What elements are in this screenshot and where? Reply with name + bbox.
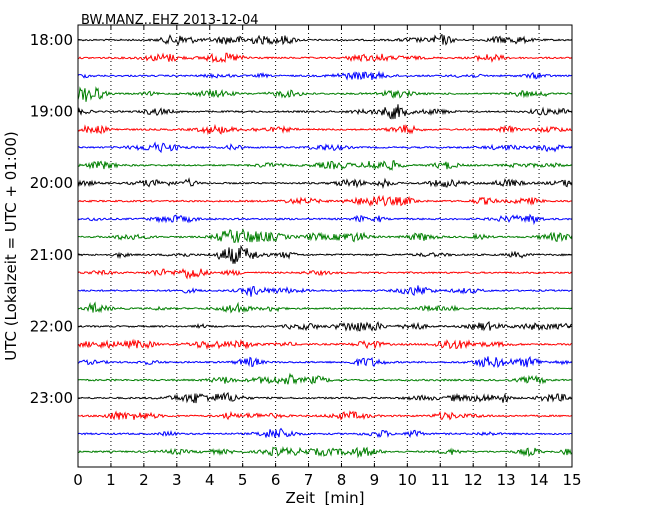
x-tick-label: 3 (172, 471, 182, 489)
x-tick-label: 9 (370, 471, 380, 489)
y-axis-label: UTC (Lokalzeit = UTC + 01:00) (2, 131, 20, 361)
trace-line (77, 355, 573, 368)
trace-line (77, 338, 573, 350)
trace-line (77, 194, 573, 207)
x-tick-label: 13 (497, 471, 516, 489)
trace-line (77, 228, 573, 243)
x-tick-label: 14 (530, 471, 549, 489)
plot-frame (77, 24, 573, 468)
x-tick-label: 11 (431, 471, 450, 489)
trace-line (77, 104, 573, 120)
trace-line (77, 301, 573, 314)
x-tick-label: 4 (205, 471, 215, 489)
axis-layer: 0 1 2 3 4 5 6 7 8 9 10 11 12 13 14 1518:0019:0020:0021:… (30, 25, 582, 489)
trace-line (77, 244, 573, 264)
trace-line (77, 160, 573, 171)
trace-line (77, 86, 573, 102)
trace-line (77, 410, 573, 421)
y-tick-label: 18:00 (30, 31, 73, 49)
chart-title: BW.MANZ..EHZ 2013-12-04 (81, 13, 259, 28)
trace-line (77, 446, 573, 459)
trace-line (77, 141, 573, 154)
y-tick-label: 23:00 (30, 389, 73, 407)
x-tick-label: 0 (73, 471, 83, 489)
y-tick-label: 21:00 (30, 246, 73, 264)
x-axis-label: Zeit [min] (285, 489, 364, 507)
x-tick-label: 10 (398, 471, 417, 489)
trace-line (77, 285, 573, 297)
x-tick-label: 2 (139, 471, 149, 489)
x-tick-label: 8 (337, 471, 347, 489)
trace-line (77, 391, 573, 404)
trace-line (77, 123, 573, 136)
grid-layer (110, 25, 540, 467)
trace-line (77, 320, 573, 333)
trace-line (77, 177, 573, 190)
y-tick-label: 22:00 (30, 317, 73, 335)
x-tick-label: 15 (562, 471, 581, 489)
y-tick-label: 19:00 (30, 103, 73, 121)
x-tick-label: 12 (464, 471, 483, 489)
x-tick-label: 1 (106, 471, 116, 489)
trace-line (77, 33, 573, 47)
trace-line (77, 213, 573, 226)
x-tick-label: 6 (271, 471, 281, 489)
trace-line (77, 268, 573, 280)
x-tick-label: 5 (238, 471, 248, 489)
trace-line (77, 52, 573, 64)
trace-layer (77, 33, 573, 459)
trace-line (77, 70, 573, 81)
trace-line (77, 427, 573, 439)
trace-line (77, 372, 573, 385)
x-tick-label: 7 (304, 471, 314, 489)
y-tick-label: 20:00 (30, 174, 73, 192)
